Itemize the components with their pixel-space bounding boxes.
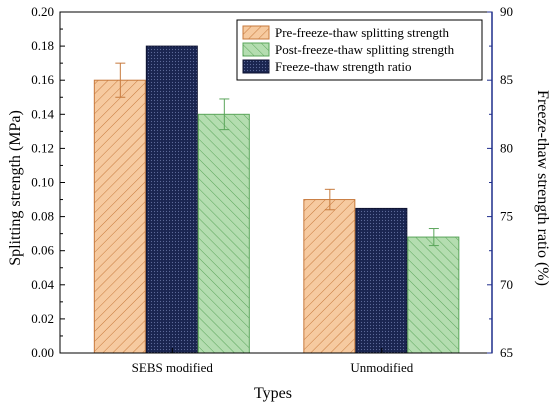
y2-tick-label: 90 (500, 4, 513, 19)
y-tick-label: 0.14 (31, 106, 54, 121)
bar-post-freeze-thaw-splitting-strength-0 (197, 113, 250, 354)
y-tick-label: 0.06 (31, 243, 54, 258)
y2-tick-label: 80 (500, 140, 513, 155)
y2-tick-label: 85 (500, 72, 513, 87)
legend-label: Post-freeze-thaw splitting strength (275, 42, 455, 57)
y-tick-label: 0.08 (31, 209, 54, 224)
x-tick-label: SEBS modified (132, 360, 214, 375)
bar-freeze-thaw-strength-ratio-1 (355, 207, 408, 354)
y-tick-label: 0.20 (31, 4, 54, 19)
x-tick-label: Unmodified (350, 360, 413, 375)
legend: Pre-freeze-thaw splitting strength Post-f… (236, 19, 483, 81)
axes-layer: 0.00 0.02 0.04 0.06 0.08 0.10 0.12 0.14 0.16 0.18… (31, 4, 513, 375)
y-tick-label: 0.02 (31, 311, 54, 326)
y2-tick-label: 75 (500, 209, 513, 224)
bar-pre-freeze-thaw-splitting-strength-1 (303, 199, 356, 354)
bar-post-freeze-thaw-splitting-strength-1 (407, 236, 460, 354)
y-tick-label: 0.10 (31, 175, 54, 190)
y-axis-title: Splitting strength (MPa) (7, 110, 24, 266)
y-tick-label: 0.18 (31, 38, 54, 53)
bars-layer (93, 45, 460, 354)
legend-swatch (242, 42, 270, 57)
legend-swatch (242, 59, 270, 74)
y-tick-label: 0.04 (31, 277, 54, 292)
x-axis-title: Types (254, 385, 292, 402)
y-tick-label: 0.16 (31, 72, 54, 87)
bar-pre-freeze-thaw-splitting-strength-0 (93, 79, 146, 354)
legend-label: Pre-freeze-thaw splitting strength (275, 25, 449, 40)
bar-freeze-thaw-strength-ratio-0 (145, 45, 198, 354)
y-tick-label: 0.00 (31, 345, 54, 360)
y2-tick-label: 65 (500, 345, 513, 360)
legend-box (236, 19, 483, 81)
y-tick-label: 0.12 (31, 140, 54, 155)
legend-label: Freeze-thaw strength ratio (275, 59, 411, 74)
y2-axis-title: Freeze-thaw strength ratio (%) (534, 90, 550, 286)
legend-swatch (242, 25, 270, 40)
y2-tick-label: 70 (500, 277, 513, 292)
